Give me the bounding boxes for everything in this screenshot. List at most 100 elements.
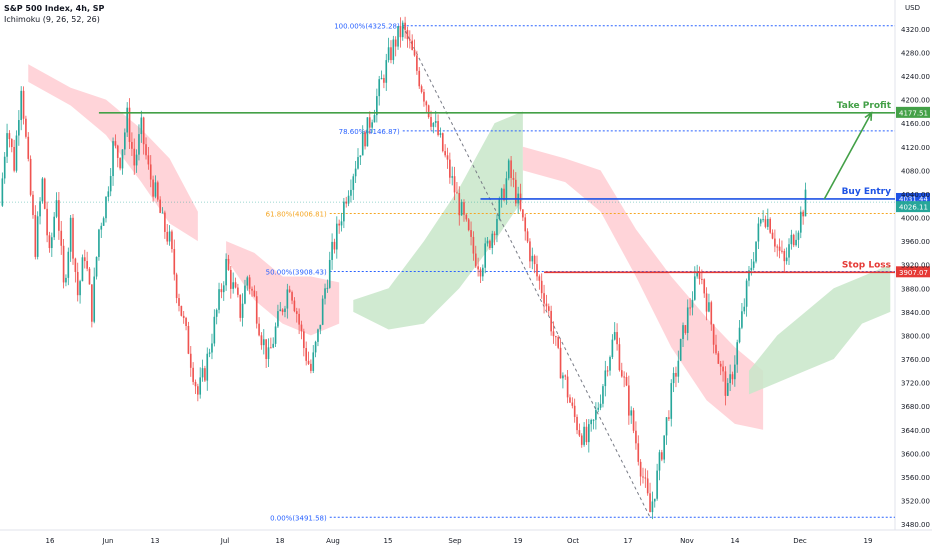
candle-body bbox=[156, 182, 159, 200]
candle-body bbox=[656, 470, 658, 499]
candle-body bbox=[503, 188, 505, 201]
candle-body bbox=[606, 370, 609, 372]
buy_entry-price-tag bbox=[896, 192, 930, 204]
candle-body bbox=[350, 189, 352, 196]
candle-body bbox=[321, 298, 324, 325]
candle-body bbox=[507, 160, 510, 179]
time-axis: 16 Jun 13 Jul 18 Aug 15 Sep 19 Oct 17 Nov 14 Dec 19 bbox=[46, 537, 873, 545]
candle-body bbox=[48, 235, 51, 249]
candle-body bbox=[500, 188, 503, 199]
candle-body bbox=[60, 230, 63, 246]
candle-body bbox=[668, 417, 670, 419]
candle-body bbox=[741, 311, 743, 328]
candle-body bbox=[373, 115, 376, 123]
candle-body bbox=[401, 22, 404, 38]
candle-body bbox=[260, 335, 263, 346]
take_profit-price-tag-text: 4177.51 bbox=[899, 109, 928, 117]
candle-body bbox=[795, 239, 797, 246]
candle-body bbox=[192, 367, 194, 382]
candle-body bbox=[312, 352, 315, 371]
take_profit-price-tag bbox=[896, 106, 930, 118]
candle-body bbox=[759, 219, 762, 224]
candle-body bbox=[776, 246, 779, 248]
y-tick-label: 3760.00 bbox=[901, 356, 930, 364]
candle-body bbox=[255, 296, 258, 324]
symbol-label: S&P 500 Index, 4h, SP bbox=[4, 4, 105, 13]
candle-body bbox=[359, 155, 362, 158]
candle-body bbox=[453, 176, 456, 193]
candle-body bbox=[467, 219, 470, 231]
candle-body bbox=[159, 199, 161, 213]
candle-body bbox=[625, 377, 628, 386]
candle-body bbox=[50, 237, 53, 249]
x-tick-label: Jun bbox=[102, 537, 114, 545]
candle-body bbox=[121, 149, 124, 169]
candle-body bbox=[345, 201, 348, 204]
candle-body bbox=[630, 410, 633, 416]
candle-body bbox=[510, 160, 512, 178]
candle-body bbox=[592, 419, 595, 421]
candle-body bbox=[331, 241, 333, 260]
candle-body bbox=[620, 370, 623, 377]
candle-body bbox=[300, 324, 303, 332]
candle-body bbox=[307, 360, 310, 364]
candle-body bbox=[102, 218, 105, 226]
candle-body bbox=[88, 268, 91, 285]
candle-body bbox=[317, 329, 319, 342]
candle-body bbox=[545, 303, 548, 307]
candle-body bbox=[618, 344, 621, 371]
candle-body bbox=[284, 308, 286, 312]
fib-label: 0.00%(3491.58) bbox=[270, 514, 327, 522]
candle-body bbox=[797, 232, 800, 240]
candle-body bbox=[533, 255, 536, 265]
candle-body bbox=[91, 284, 93, 322]
candle-body bbox=[135, 154, 138, 166]
candle-body bbox=[493, 233, 496, 236]
candle-body bbox=[799, 211, 802, 233]
candle-body bbox=[335, 223, 338, 250]
candle-body bbox=[479, 269, 482, 277]
candle-body bbox=[484, 243, 487, 268]
candle-body bbox=[420, 86, 423, 92]
candle-body bbox=[340, 221, 343, 226]
candle-body bbox=[771, 232, 774, 239]
candle-body bbox=[670, 383, 673, 419]
candle-body bbox=[333, 241, 336, 250]
x-tick-label: 19 bbox=[864, 537, 873, 545]
chart-legend: S&P 500 Index, 4h, SP Ichimoku (9, 26, 5… bbox=[4, 3, 104, 25]
candle-body bbox=[804, 189, 807, 217]
candle-body bbox=[729, 374, 731, 384]
candle-body bbox=[187, 325, 190, 354]
candle-body bbox=[555, 336, 557, 338]
candle-body bbox=[628, 385, 630, 416]
y-tick-label: 4160.00 bbox=[901, 120, 930, 128]
candle-body bbox=[489, 240, 491, 249]
candle-body bbox=[724, 371, 727, 396]
candle-body bbox=[222, 285, 225, 293]
candle-body bbox=[540, 280, 543, 294]
y-tick-label: 3680.00 bbox=[901, 403, 930, 411]
candle-body bbox=[512, 177, 515, 180]
candle-body bbox=[802, 211, 804, 217]
candle-body bbox=[696, 272, 698, 277]
candle-body bbox=[550, 310, 552, 332]
candle-body bbox=[663, 435, 666, 460]
candle-body bbox=[100, 225, 103, 230]
candle-body bbox=[347, 195, 350, 204]
candle-body bbox=[65, 277, 67, 283]
candle-body bbox=[232, 282, 234, 289]
candle-body bbox=[609, 357, 611, 371]
y-tick-label: 4040.00 bbox=[901, 191, 930, 199]
candle-body bbox=[752, 261, 755, 268]
candle-body bbox=[559, 347, 562, 379]
candle-body bbox=[119, 157, 121, 169]
candle-body bbox=[677, 360, 680, 377]
candle-body bbox=[326, 287, 329, 289]
fib-label: 100.00%(4325.28) bbox=[334, 23, 400, 31]
candle-body bbox=[6, 133, 8, 157]
fib-label: 61.80%(4006.81) bbox=[266, 210, 327, 218]
candle-body bbox=[380, 77, 383, 80]
candle-body bbox=[291, 292, 293, 301]
candle-body bbox=[366, 117, 369, 147]
